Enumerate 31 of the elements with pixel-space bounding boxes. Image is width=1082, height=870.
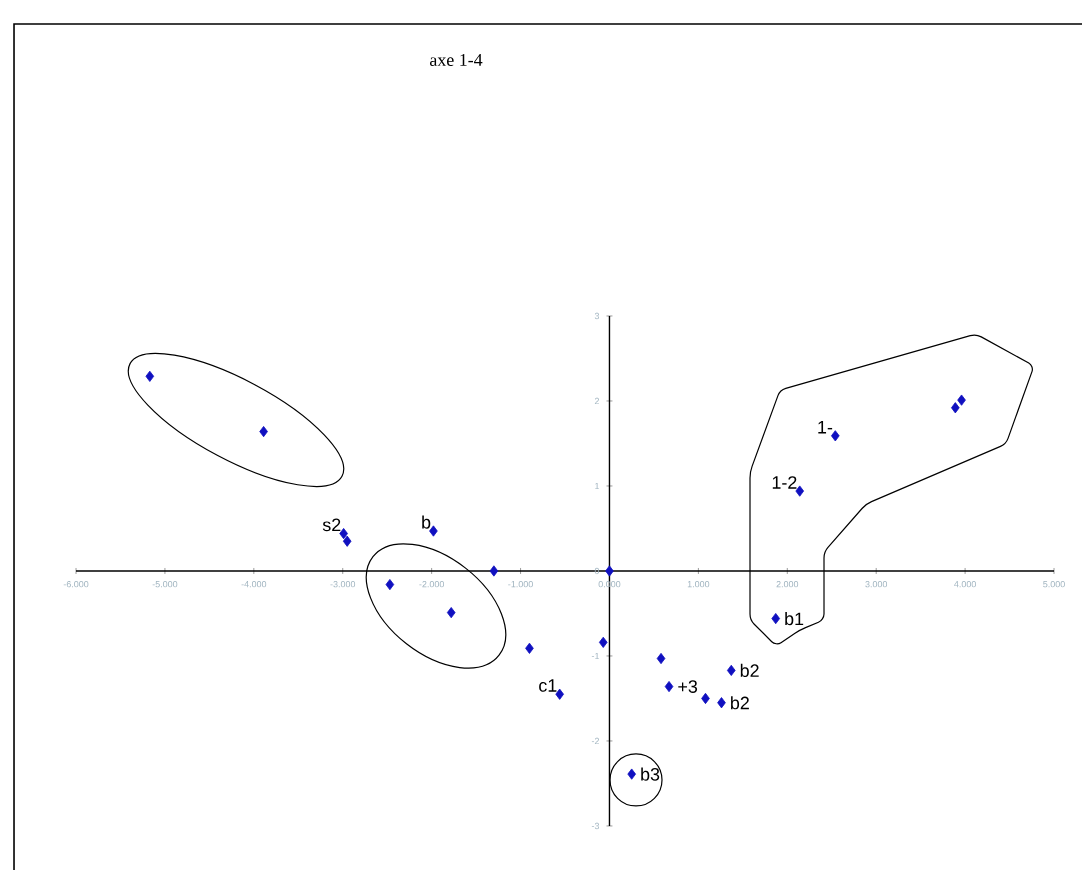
point bbox=[717, 697, 726, 709]
annotation: c1 bbox=[539, 679, 557, 692]
annotation: b1 bbox=[785, 611, 804, 626]
point bbox=[627, 768, 636, 780]
point bbox=[145, 370, 155, 382]
point bbox=[656, 652, 666, 665]
point bbox=[429, 525, 438, 537]
point bbox=[605, 565, 614, 577]
annotation: b2 bbox=[740, 663, 759, 678]
point bbox=[555, 688, 564, 700]
annotation: b2 bbox=[731, 696, 749, 710]
point bbox=[525, 642, 534, 654]
chart-title: axe 1-4 bbox=[430, 53, 483, 66]
annotation: 1-2 bbox=[772, 476, 797, 489]
point bbox=[446, 607, 456, 619]
point bbox=[664, 680, 674, 693]
point bbox=[726, 664, 736, 676]
point bbox=[385, 578, 395, 591]
point bbox=[342, 535, 352, 547]
annotation: +3 bbox=[678, 680, 698, 693]
point bbox=[771, 612, 781, 625]
point bbox=[795, 485, 805, 497]
annotation: b3 bbox=[641, 767, 660, 781]
annotation: b bbox=[422, 515, 431, 529]
point bbox=[831, 430, 840, 442]
point bbox=[598, 636, 608, 648]
point bbox=[489, 565, 499, 577]
annotation: s2 bbox=[322, 518, 341, 532]
point bbox=[957, 394, 966, 406]
annotation: 1- bbox=[818, 421, 833, 434]
point bbox=[951, 402, 960, 414]
